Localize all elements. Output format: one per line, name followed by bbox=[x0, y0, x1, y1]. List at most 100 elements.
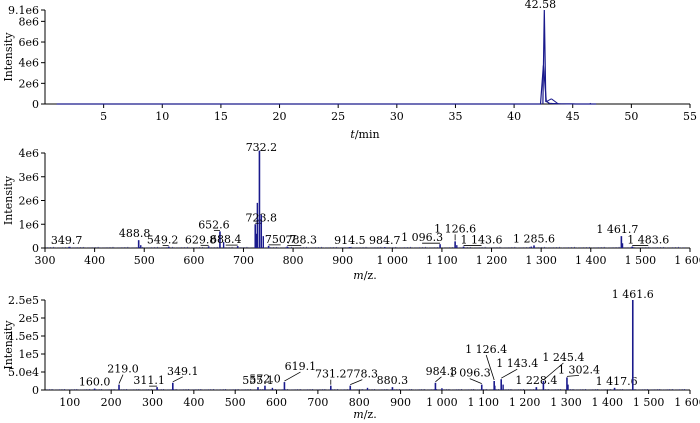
peak-label: 349.1 bbox=[167, 365, 199, 378]
y-tick-label: 0 bbox=[32, 384, 39, 397]
peak-label: 788.3 bbox=[286, 234, 318, 247]
x-tick-label: 1 400 bbox=[575, 254, 607, 267]
x-tick-label: 1 600 bbox=[674, 396, 700, 409]
y-tick-label: 2e6 bbox=[18, 195, 39, 208]
y-tick-label: 1.5e5 bbox=[8, 330, 39, 343]
peak-label: 731.2 bbox=[315, 368, 347, 381]
peak-leader-line bbox=[543, 362, 564, 381]
y-tick-label: 4e6 bbox=[18, 147, 39, 160]
x-axis-label-unit: /z. bbox=[364, 408, 377, 421]
y-axis-label: Intensity bbox=[2, 32, 15, 82]
x-tick-label: 300 bbox=[142, 396, 163, 409]
peak-label: 1 096.3 bbox=[401, 231, 443, 244]
peak-label: 160.0 bbox=[79, 376, 111, 389]
peak-leader-line bbox=[566, 375, 579, 377]
x-tick-label: 400 bbox=[84, 254, 105, 267]
peak-label: 42.58 bbox=[525, 0, 557, 11]
x-axis-label-unit: /min bbox=[355, 128, 380, 141]
chromatogram-tail bbox=[545, 98, 552, 103]
x-tick-label: 300 bbox=[35, 254, 56, 267]
x-tick-label: 800 bbox=[349, 396, 370, 409]
x-tick-label: 1 400 bbox=[592, 396, 624, 409]
y-tick-label: 1e5 bbox=[18, 348, 39, 361]
peak-label: 619.1 bbox=[285, 360, 317, 373]
y-tick-label: 0 bbox=[32, 242, 39, 255]
peak-label: 984.3 bbox=[426, 365, 458, 378]
y-tick-label: 4e6 bbox=[18, 57, 39, 70]
peak-label: 1 483.6 bbox=[627, 234, 669, 247]
x-tick-label: 1 100 bbox=[468, 396, 500, 409]
peak-label: 219.0 bbox=[107, 363, 139, 376]
x-tick-label: 1 500 bbox=[625, 254, 657, 267]
peak-label: 880.3 bbox=[377, 374, 409, 387]
y-tick-label: 2.5e5 bbox=[8, 294, 39, 307]
peak-leader-line bbox=[435, 376, 442, 383]
peak-label: 1 143.6 bbox=[461, 234, 503, 247]
x-tick-label: 800 bbox=[283, 254, 304, 267]
x-axis-label: m/z. bbox=[353, 408, 376, 421]
x-tick-label: 20 bbox=[273, 110, 287, 123]
peak-label: 1 245.4 bbox=[542, 351, 584, 364]
x-tick-label: 100 bbox=[59, 396, 80, 409]
peak-leader-line bbox=[284, 371, 301, 382]
peak-label: 652.6 bbox=[198, 218, 230, 231]
x-tick-label: 40 bbox=[507, 110, 521, 123]
x-tick-label: 25 bbox=[331, 110, 345, 123]
x-axis-label: m/z. bbox=[353, 269, 376, 282]
peak-label: 488.8 bbox=[119, 227, 151, 240]
x-tick-label: 55 bbox=[683, 110, 697, 123]
chromatogram-trace bbox=[56, 65, 597, 105]
peak-leader-line bbox=[501, 368, 518, 379]
x-tick-label: 400 bbox=[183, 396, 204, 409]
peak-label: 1 228.4 bbox=[515, 374, 557, 387]
x-axis-label-unit: /z. bbox=[364, 269, 377, 282]
peak-label: 1 126.6 bbox=[434, 222, 476, 235]
x-axis-label-variable: m bbox=[353, 408, 363, 421]
y-axis-label: Intensity bbox=[2, 320, 15, 370]
peak-label: 1 285.6 bbox=[513, 232, 555, 245]
x-axis-label-variable: t bbox=[350, 128, 355, 141]
x-tick-label: 600 bbox=[266, 396, 287, 409]
y-tick-label: 1e6 bbox=[18, 218, 39, 231]
chromatogram-peak bbox=[542, 9, 547, 105]
peak-leader-line bbox=[172, 376, 183, 383]
y-tick-label: 9.1e6 bbox=[8, 4, 39, 17]
x-tick-label: 15 bbox=[214, 110, 228, 123]
x-tick-label: 1 200 bbox=[476, 254, 508, 267]
x-axis-label-variable: m bbox=[353, 269, 363, 282]
peak-label: 1 461.6 bbox=[612, 288, 654, 301]
x-tick-label: 500 bbox=[225, 396, 246, 409]
y-tick-label: 2e5 bbox=[18, 312, 39, 325]
peak-label: 311.1 bbox=[133, 374, 165, 387]
x-tick-label: 30 bbox=[390, 110, 404, 123]
peak-label: 750.7 bbox=[265, 233, 297, 246]
y-tick-label: 5.0e4 bbox=[8, 366, 39, 379]
peak-label: 1 417.6 bbox=[596, 375, 638, 388]
x-axis-label: t/min bbox=[350, 128, 379, 141]
x-tick-label: 50 bbox=[624, 110, 638, 123]
y-tick-label: 6e6 bbox=[18, 36, 39, 49]
peak-label: 349.7 bbox=[51, 234, 83, 247]
x-tick-label: 1 200 bbox=[509, 396, 541, 409]
x-tick-label: 600 bbox=[183, 254, 204, 267]
msms-spectrum-panel: 100 200 300 400 500 600 700 800 900 1 000 1 100 1 2… bbox=[2, 288, 700, 421]
x-tick-label: 1 100 bbox=[426, 254, 458, 267]
peak-label: 549.2 bbox=[147, 234, 179, 247]
peak-label: 629.8 bbox=[185, 233, 217, 246]
peak-label: 1 143.4 bbox=[496, 357, 538, 370]
x-tick-label: 900 bbox=[332, 254, 353, 267]
chromatogram-tail-end bbox=[551, 98, 559, 105]
peak-label: 1 096.3 bbox=[449, 367, 491, 380]
x-tick-label: 1 300 bbox=[525, 254, 557, 267]
x-tick-label: 35 bbox=[448, 110, 462, 123]
peak-label: 1 461.7 bbox=[596, 223, 638, 236]
peak-label: 555.1 bbox=[242, 374, 274, 387]
peak-label: 723.8 bbox=[246, 211, 278, 224]
x-tick-label: 700 bbox=[233, 254, 254, 267]
y-tick-label: 3e6 bbox=[18, 171, 39, 184]
y-axis-label: Intensity bbox=[2, 175, 15, 225]
x-tick-label: 10 bbox=[155, 110, 169, 123]
peak-label: 778.3 bbox=[347, 368, 379, 381]
